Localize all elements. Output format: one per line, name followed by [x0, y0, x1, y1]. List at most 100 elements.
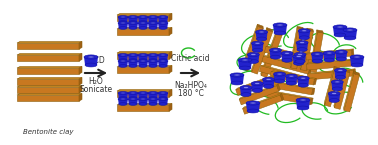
Ellipse shape	[129, 97, 137, 99]
Text: 180 °C: 180 °C	[178, 89, 203, 98]
Ellipse shape	[324, 58, 335, 62]
Ellipse shape	[263, 77, 274, 81]
Ellipse shape	[329, 99, 339, 103]
Ellipse shape	[139, 59, 147, 61]
Polygon shape	[242, 24, 258, 69]
Polygon shape	[343, 30, 357, 38]
Ellipse shape	[129, 27, 137, 29]
Polygon shape	[240, 88, 252, 95]
Polygon shape	[262, 56, 310, 74]
Polygon shape	[281, 53, 293, 60]
Ellipse shape	[151, 60, 155, 62]
Ellipse shape	[161, 92, 165, 94]
Polygon shape	[148, 17, 158, 22]
Polygon shape	[17, 87, 79, 93]
Polygon shape	[17, 54, 82, 55]
Ellipse shape	[119, 27, 127, 29]
Polygon shape	[270, 71, 314, 85]
Polygon shape	[117, 51, 172, 53]
Ellipse shape	[159, 27, 167, 29]
Polygon shape	[251, 43, 263, 50]
Polygon shape	[128, 99, 138, 104]
Ellipse shape	[332, 93, 337, 94]
Polygon shape	[118, 93, 128, 98]
Ellipse shape	[158, 92, 168, 94]
Ellipse shape	[270, 55, 280, 59]
Ellipse shape	[246, 101, 260, 105]
Polygon shape	[138, 23, 148, 28]
Ellipse shape	[149, 27, 157, 29]
Ellipse shape	[350, 55, 364, 59]
Ellipse shape	[139, 103, 147, 105]
Polygon shape	[158, 93, 168, 98]
Ellipse shape	[129, 103, 137, 105]
Polygon shape	[310, 32, 323, 72]
Ellipse shape	[141, 16, 145, 18]
Text: H₂O: H₂O	[88, 77, 103, 86]
Ellipse shape	[255, 42, 260, 44]
Polygon shape	[305, 78, 309, 84]
Ellipse shape	[128, 22, 138, 24]
Polygon shape	[118, 99, 128, 104]
Ellipse shape	[298, 83, 308, 87]
Ellipse shape	[231, 81, 243, 85]
Polygon shape	[17, 95, 79, 101]
Polygon shape	[169, 13, 172, 21]
Ellipse shape	[138, 98, 148, 100]
Ellipse shape	[296, 98, 310, 102]
Polygon shape	[128, 23, 138, 28]
Ellipse shape	[282, 58, 292, 62]
Ellipse shape	[335, 81, 340, 83]
Ellipse shape	[247, 109, 259, 113]
Ellipse shape	[158, 54, 168, 56]
Ellipse shape	[289, 75, 294, 77]
Polygon shape	[271, 71, 317, 79]
Ellipse shape	[251, 41, 263, 45]
Ellipse shape	[294, 52, 306, 57]
Ellipse shape	[151, 98, 155, 100]
Ellipse shape	[347, 29, 353, 31]
Polygon shape	[266, 91, 311, 105]
Ellipse shape	[131, 98, 135, 100]
Polygon shape	[17, 94, 82, 95]
Polygon shape	[317, 30, 323, 33]
Polygon shape	[169, 51, 172, 59]
Ellipse shape	[251, 54, 256, 55]
Polygon shape	[301, 30, 313, 71]
Ellipse shape	[335, 75, 345, 79]
Ellipse shape	[131, 54, 135, 56]
Ellipse shape	[129, 65, 137, 67]
Ellipse shape	[273, 49, 278, 51]
Polygon shape	[239, 84, 278, 99]
Polygon shape	[158, 17, 168, 22]
Ellipse shape	[131, 60, 135, 62]
Ellipse shape	[248, 60, 259, 64]
Polygon shape	[270, 50, 282, 57]
Polygon shape	[352, 59, 355, 66]
Ellipse shape	[294, 61, 304, 65]
Polygon shape	[117, 104, 172, 105]
Polygon shape	[79, 67, 82, 74]
Polygon shape	[276, 31, 282, 35]
Ellipse shape	[131, 16, 135, 18]
Polygon shape	[148, 55, 158, 60]
Polygon shape	[17, 43, 79, 49]
Ellipse shape	[161, 60, 165, 62]
Polygon shape	[334, 66, 340, 70]
Polygon shape	[256, 32, 268, 39]
Polygon shape	[148, 61, 158, 66]
Ellipse shape	[128, 54, 138, 56]
Ellipse shape	[266, 78, 271, 80]
Polygon shape	[324, 66, 335, 105]
Ellipse shape	[129, 21, 137, 23]
Polygon shape	[128, 55, 138, 60]
Ellipse shape	[149, 103, 157, 105]
Ellipse shape	[161, 54, 165, 56]
Ellipse shape	[141, 54, 145, 56]
Ellipse shape	[149, 21, 157, 23]
Polygon shape	[247, 55, 259, 61]
Ellipse shape	[119, 103, 127, 105]
Polygon shape	[297, 78, 309, 85]
Ellipse shape	[254, 83, 260, 84]
Polygon shape	[169, 66, 172, 73]
